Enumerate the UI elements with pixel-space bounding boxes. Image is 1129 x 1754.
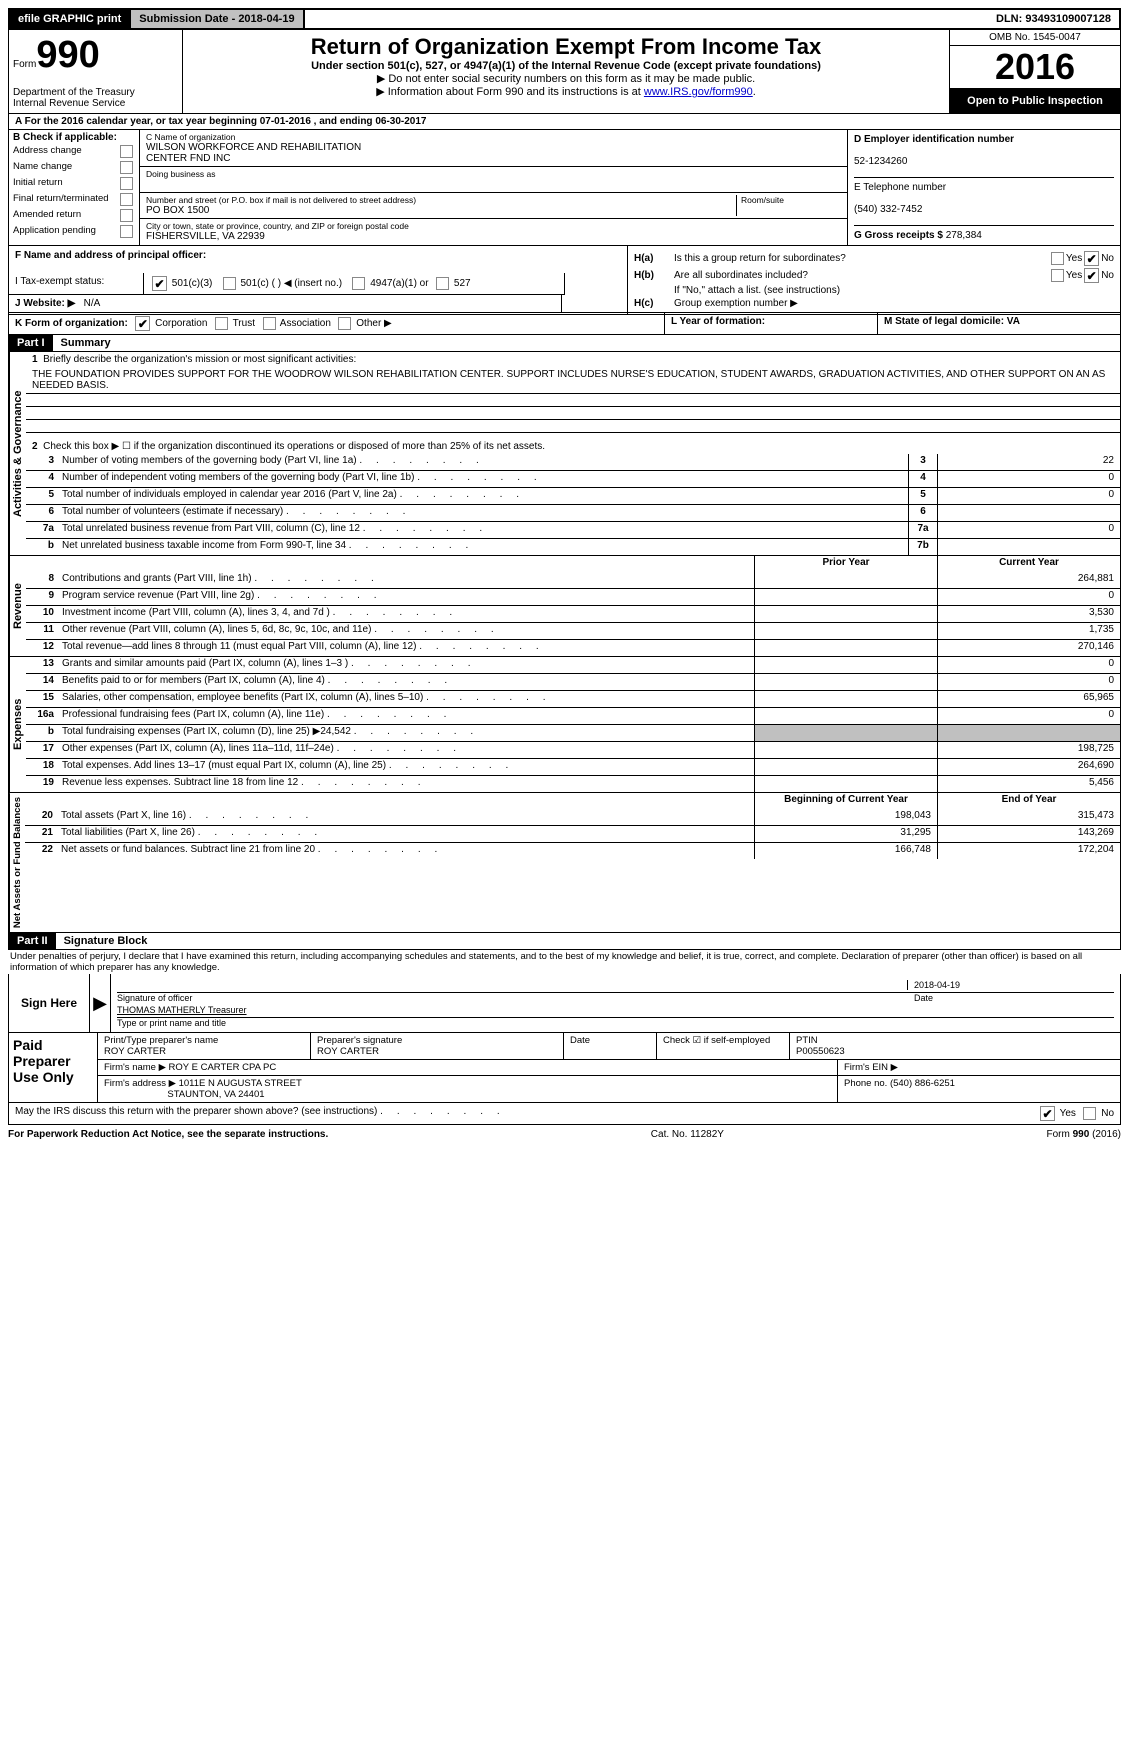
cb-trust[interactable]	[215, 317, 228, 330]
cb-501c3[interactable]: ✔	[152, 276, 167, 291]
officer-name: THOMAS MATHERLY Treasurer	[117, 1003, 1114, 1018]
cb-final[interactable]	[120, 193, 133, 206]
ha-yes[interactable]	[1051, 252, 1064, 265]
firm-phone: Phone no. (540) 886-6251	[838, 1076, 1120, 1102]
ptin: P00550623	[796, 1046, 1114, 1057]
col-c: C Name of organization WILSON WORKFORCE …	[140, 130, 848, 245]
side-expenses: Expenses	[9, 657, 26, 792]
form-number-block: Form990 Department of the Treasury Inter…	[9, 30, 183, 113]
form-title: Return of Organization Exempt From Incom…	[189, 34, 943, 60]
cb-other[interactable]	[338, 317, 351, 330]
hb-no[interactable]: ✔	[1084, 268, 1099, 283]
revenue-section: Revenue Prior YearCurrent Year 8Contribu…	[8, 556, 1121, 657]
may-irs-row: May the IRS discuss this return with the…	[8, 1103, 1121, 1125]
cb-initial[interactable]	[120, 177, 133, 190]
side-revenue: Revenue	[9, 556, 26, 656]
part-i-header: Part I Summary	[8, 335, 1121, 352]
row-k: K Form of organization: ✔ Corporation Tr…	[8, 313, 1121, 335]
preparer-sig: ROY CARTER	[317, 1046, 557, 1057]
expenses-section: Expenses 13Grants and similar amounts pa…	[8, 657, 1121, 793]
gross-receipts: 278,384	[946, 230, 982, 241]
org-name-2: CENTER FND INC	[146, 153, 841, 164]
side-activities: Activities & Governance	[9, 352, 26, 555]
cb-4947[interactable]	[352, 277, 365, 290]
page-footer: For Paperwork Reduction Act Notice, see …	[8, 1125, 1121, 1140]
preparer-name: ROY CARTER	[104, 1046, 304, 1057]
col-b: B Check if applicable: Address change Na…	[9, 130, 140, 245]
cb-pending[interactable]	[120, 225, 133, 238]
org-name-1: WILSON WORKFORCE AND REHABILITATION	[146, 142, 841, 153]
hb-yes[interactable]	[1051, 269, 1064, 282]
net-assets-section: Net Assets or Fund Balances Beginning of…	[8, 793, 1121, 933]
part-ii-header: Part II Signature Block	[8, 933, 1121, 950]
top-bar: efile GRAPHIC print Submission Date - 20…	[8, 8, 1121, 30]
subtitle-1: Under section 501(c), 527, or 4947(a)(1)…	[189, 60, 943, 72]
side-net-assets: Net Assets or Fund Balances	[9, 793, 25, 932]
telephone: (540) 332-7452	[854, 204, 922, 215]
penalty-statement: Under penalties of perjury, I declare th…	[8, 950, 1121, 974]
ha-no[interactable]: ✔	[1084, 251, 1099, 266]
activities-governance: Activities & Governance 1 Briefly descri…	[8, 352, 1121, 556]
efile-button[interactable]: efile GRAPHIC print	[10, 10, 131, 28]
dln: DLN: 93493109007128	[988, 10, 1119, 28]
website: N/A	[84, 298, 101, 309]
sign-here-block: Sign Here ▶ 2018-04-19 Signature of offi…	[8, 974, 1121, 1033]
cb-501c[interactable]	[223, 277, 236, 290]
subtitle-2: ▶ Do not enter social security numbers o…	[189, 72, 943, 85]
org-address: PO BOX 1500	[146, 205, 736, 216]
cb-name[interactable]	[120, 161, 133, 174]
org-city: FISHERSVILLE, VA 22939	[146, 231, 841, 242]
sign-date: 2018-04-19	[907, 980, 1114, 990]
row-i: I Tax-exempt status: ✔ 501(c)(3) 501(c) …	[8, 273, 565, 295]
sign-arrow-icon: ▶	[90, 974, 111, 1032]
ein: 52-1234260	[854, 156, 907, 167]
cb-assoc[interactable]	[263, 317, 276, 330]
open-inspection: Open to Public Inspection	[950, 89, 1120, 113]
firm-name: ROY E CARTER CPA PC	[169, 1062, 277, 1073]
may-irs-no[interactable]	[1083, 1107, 1096, 1120]
tax-year: 2016	[950, 46, 1120, 89]
form-header: Form990 Department of the Treasury Inter…	[8, 30, 1121, 114]
cb-527[interactable]	[436, 277, 449, 290]
irs-link[interactable]: www.IRS.gov/form990	[644, 86, 753, 98]
cb-amended[interactable]	[120, 209, 133, 222]
mission-text: THE FOUNDATION PROVIDES SUPPORT FOR THE …	[26, 367, 1120, 394]
irs: Internal Revenue Service	[13, 98, 178, 109]
title-block: Return of Organization Exempt From Incom…	[183, 30, 949, 113]
col-d-e-g: D Employer identification number52-12342…	[848, 130, 1120, 245]
subtitle-3: ▶ Information about Form 990 and its ins…	[189, 85, 943, 98]
right-box: OMB No. 1545-0047 2016 Open to Public In…	[949, 30, 1120, 113]
cb-address[interactable]	[120, 145, 133, 158]
may-irs-yes[interactable]: ✔	[1040, 1106, 1055, 1121]
state-domicile: M State of legal domicile: VA	[884, 316, 1020, 327]
cb-corp[interactable]: ✔	[135, 316, 150, 331]
dept-treasury: Department of the Treasury	[13, 87, 178, 98]
principal-officer-label: F Name and address of principal officer:	[15, 250, 206, 261]
line-a: A For the 2016 calendar year, or tax yea…	[8, 114, 1121, 130]
col-h: H(a)Is this a group return for subordina…	[628, 246, 1120, 314]
entity-section: B Check if applicable: Address change Na…	[8, 130, 1121, 246]
firm-addr: 1011E N AUGUSTA STREET	[179, 1078, 302, 1089]
paid-preparer-block: Paid Preparer Use Only Print/Type prepar…	[8, 1033, 1121, 1103]
self-employed: Check ☑ if self-employed	[657, 1033, 790, 1059]
omb: OMB No. 1545-0047	[950, 30, 1120, 46]
submission-date: Submission Date - 2018-04-19	[131, 10, 304, 28]
